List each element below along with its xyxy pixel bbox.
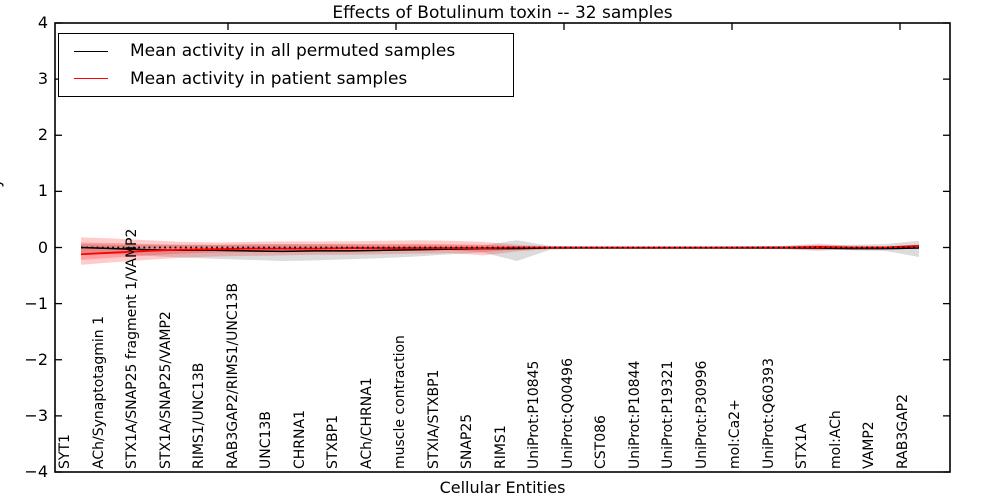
patient-line-swatch-icon [74,78,108,80]
x-tick-label: ACh/Synaptotagmin 1 [90,316,107,469]
x-tick-label: SYT1 [57,434,73,469]
x-tick-label: CST086 [593,415,610,469]
x-tick-label: RIMS1/UNC13B [191,362,208,469]
y-tick-label: −1 [24,293,48,313]
y-tick-label: 4 [37,13,48,32]
legend-item-patient: Mean activity in patient samples [59,69,513,89]
y-tick-label: −2 [24,349,48,369]
x-tick-label: UniProt:P10844 [626,360,643,469]
x-tick-label: UNC13B [258,411,275,469]
x-tick-label: RAB3GAP2/RIMS1/UNC13B [224,282,241,469]
x-tick-label: CHRNA1 [291,410,308,469]
x-tick-label: UniProt:Q60393 [760,358,777,469]
x-tick-label: UniProt:Q00496 [559,358,576,469]
y-tick-label: 0 [37,237,48,257]
x-tick-label: mol:ACh [827,410,844,469]
y-tick-label: 3 [37,69,48,89]
y-axis-title: Inferred Activity [0,178,4,306]
permuted-line-swatch-icon [74,50,108,52]
legend: Mean activity in all permuted samples Me… [58,33,514,97]
x-tick-label: SNAP25 [459,413,476,469]
x-tick-label: RIMS1 [492,425,509,469]
chart-title: Effects of Botulinum toxin -- 32 samples [332,3,673,23]
x-tick-label: STXIA/STXBP1 [425,369,442,469]
x-tick-label: UniProt:P10845 [526,360,543,469]
x-tick-label: mol:Ca2+ [727,399,744,469]
x-tick-label: STX1A/SNAP25 fragment 1/VAMP2 [124,228,141,469]
x-tick-label: STX1A/SNAP25/VAMP2 [157,311,174,469]
x-tick-label: RAB3GAP2 [895,393,911,469]
legend-item-permuted: Mean activity in all permuted samples [59,41,513,61]
x-tick-label: UniProt:P30996 [693,360,710,469]
x-tick-label: VAMP2 [861,421,878,469]
y-tick-label: −4 [24,462,48,481]
x-tick-label: muscle contraction [392,335,409,469]
x-axis-title: Cellular Entities [439,478,566,497]
y-tick-label: −3 [24,405,48,425]
y-tick-label: 2 [37,125,48,145]
x-tick-label: UniProt:P19321 [660,360,677,469]
legend-label-permuted: Mean activity in all permuted samples [130,41,456,62]
x-tick-label: STXBP1 [325,415,342,469]
y-tick-label: 1 [37,181,48,201]
legend-label-patient: Mean activity in patient samples [130,68,408,89]
x-tick-label: ACh/CHRNA1 [358,377,375,469]
x-tick-label: STX1A [794,423,811,469]
